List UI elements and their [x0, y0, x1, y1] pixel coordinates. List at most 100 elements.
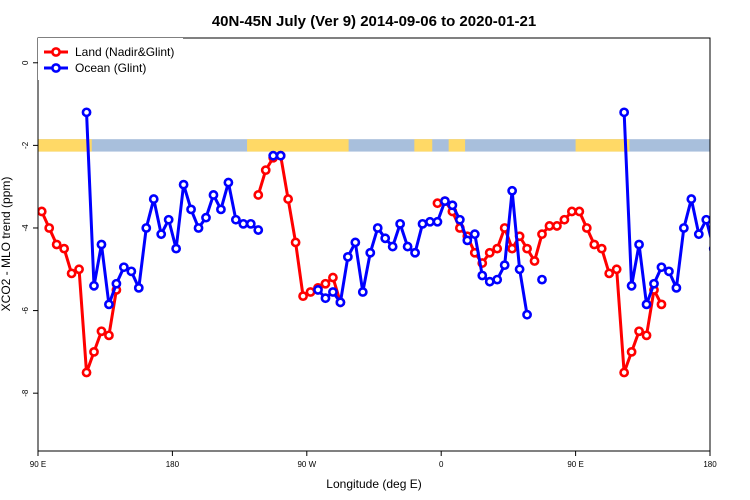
- chart-title: 40N-45N July (Ver 9) 2014-09-06 to 2020-…: [212, 13, 536, 30]
- y-tick-label: -8: [21, 389, 30, 397]
- data-point: [59, 243, 70, 254]
- strip-land: [575, 139, 630, 152]
- data-point: [193, 223, 204, 233]
- series-layer: [38, 107, 710, 378]
- data-point: [447, 200, 458, 211]
- data-point: [656, 299, 667, 310]
- data-point: [38, 206, 47, 217]
- data-point: [440, 196, 450, 207]
- data-point: [387, 241, 398, 252]
- data-point: [104, 330, 114, 341]
- data-point: [522, 243, 532, 254]
- data-point: [671, 282, 682, 293]
- legend: Land (Nadir&Glint) Ocean (Glint): [38, 38, 183, 80]
- land-ocean-strip: [38, 139, 710, 152]
- x-tick-label: 180: [166, 460, 180, 469]
- y-tick-label: 0: [21, 60, 30, 65]
- data-point: [201, 212, 211, 223]
- data-point: [432, 216, 443, 227]
- data-point: [178, 179, 189, 190]
- data-point: [693, 229, 704, 240]
- data-point: [626, 280, 637, 291]
- data-point: [283, 194, 294, 204]
- data-point: [268, 150, 279, 161]
- data-point: [552, 221, 562, 231]
- data-point: [499, 260, 510, 271]
- data-point: [604, 268, 615, 279]
- data-point: [544, 221, 555, 231]
- data-point: [81, 107, 92, 118]
- y-tick-label: -6: [21, 306, 30, 314]
- data-point: [208, 190, 219, 200]
- y-tick-label: -2: [21, 141, 30, 149]
- data-point: [395, 218, 406, 229]
- data-point: [245, 218, 256, 229]
- data-point: [74, 264, 84, 275]
- data-point: [320, 278, 331, 289]
- data-point: [216, 204, 226, 215]
- data-point: [626, 346, 637, 357]
- data-point: [514, 264, 525, 275]
- data-point: [649, 278, 659, 289]
- data-point: [425, 216, 435, 227]
- data-point: [410, 247, 420, 258]
- data-point: [163, 214, 174, 225]
- data-point: [574, 206, 585, 217]
- strip-ocean: [38, 139, 710, 152]
- data-point: [275, 150, 286, 161]
- data-point: [350, 237, 361, 248]
- data-point: [611, 264, 622, 275]
- data-point: [335, 297, 346, 308]
- data-point: [619, 367, 630, 378]
- data-point: [313, 285, 323, 295]
- x-tick-label: 180: [703, 460, 717, 469]
- data-point: [260, 165, 271, 176]
- data-point: [522, 309, 532, 320]
- data-point: [372, 223, 383, 233]
- legend-entry: Land (Nadir&Glint): [75, 45, 174, 59]
- data-point: [484, 276, 495, 287]
- series-land: [38, 150, 667, 378]
- data-point: [89, 280, 99, 291]
- data-point: [223, 177, 234, 188]
- data-point: [342, 251, 353, 262]
- legend-marker: [51, 63, 61, 73]
- y-axis-label: XCO2 - MLO trend (ppm): [0, 177, 13, 312]
- data-point: [305, 287, 316, 297]
- data-point: [559, 214, 570, 225]
- legend-box: [38, 38, 183, 80]
- data-point: [118, 262, 129, 273]
- strip-land: [414, 139, 433, 152]
- data-point: [634, 326, 644, 337]
- data-point: [290, 237, 301, 248]
- data-point: [686, 194, 697, 204]
- data-point: [357, 287, 368, 297]
- data-point: [186, 204, 196, 215]
- data-point: [537, 229, 547, 240]
- data-point: [634, 239, 644, 250]
- data-point: [664, 266, 674, 277]
- data-point: [701, 214, 710, 225]
- data-point: [298, 291, 308, 302]
- data-point: [141, 223, 152, 233]
- data-point: [417, 218, 428, 229]
- data-point: [328, 287, 338, 297]
- data-point: [432, 198, 443, 209]
- strip-land: [247, 139, 349, 152]
- data-point: [320, 293, 331, 304]
- data-point: [133, 282, 144, 293]
- data-point: [596, 243, 607, 254]
- data-point: [529, 256, 540, 266]
- data-point: [126, 266, 137, 277]
- data-point: [171, 243, 182, 254]
- data-point: [454, 214, 465, 225]
- data-point: [708, 245, 710, 252]
- data-point: [51, 239, 62, 250]
- data-point: [380, 233, 391, 244]
- data-point: [328, 272, 338, 283]
- strip-land: [448, 139, 466, 152]
- data-point: [81, 367, 92, 378]
- data-point: [589, 239, 600, 250]
- x-tick-label: 0: [439, 460, 444, 469]
